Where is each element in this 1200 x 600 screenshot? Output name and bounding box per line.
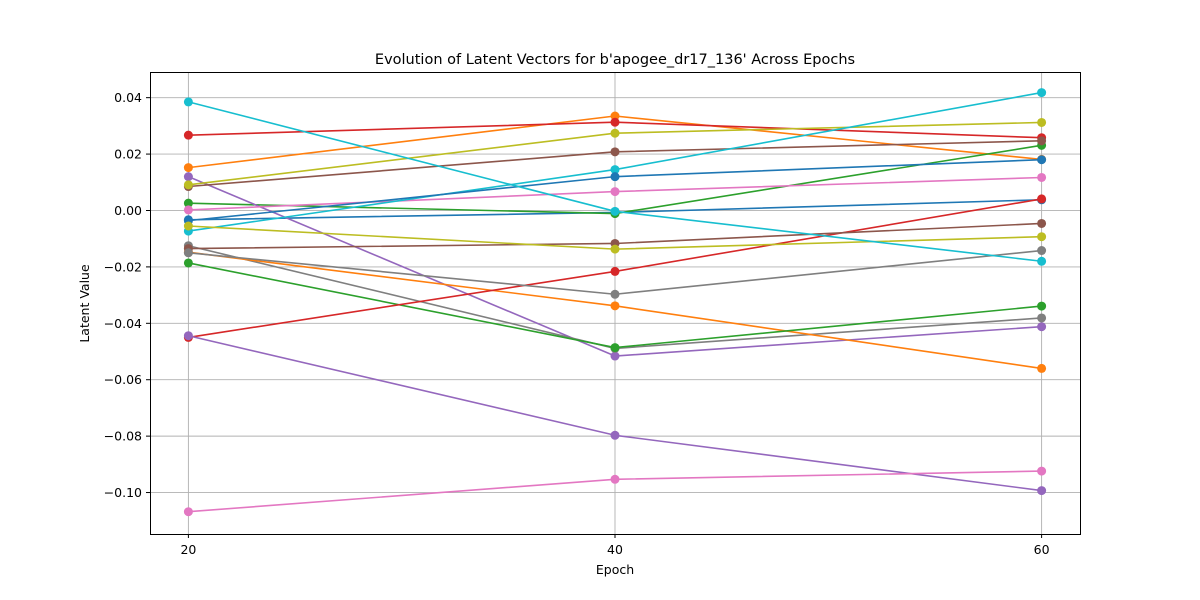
y-tick-label: −0.06	[104, 372, 142, 387]
data-point	[1037, 301, 1047, 311]
data-point	[1037, 155, 1047, 165]
series-6	[183, 136, 1047, 192]
data-point	[1037, 88, 1047, 98]
y-tick-label: 0.00	[114, 203, 142, 218]
y-tick-label: 0.04	[114, 90, 142, 105]
data-point	[1037, 172, 1047, 182]
data-point	[1037, 117, 1047, 127]
series-5	[183, 172, 1047, 361]
y-tick-label: −0.10	[104, 485, 142, 500]
x-axis-label: Epoch	[596, 562, 634, 577]
data-point	[183, 198, 193, 208]
data-point	[183, 205, 193, 215]
series-7	[183, 172, 1047, 215]
data-point	[610, 187, 620, 197]
data-point	[183, 507, 193, 517]
data-point	[610, 244, 620, 254]
series-18	[183, 246, 1047, 299]
data-point	[183, 163, 193, 173]
x-tick-label: 40	[607, 542, 623, 557]
data-point	[610, 430, 620, 440]
data-point	[610, 351, 620, 361]
data-point	[183, 130, 193, 140]
series-10	[183, 88, 1047, 236]
data-point	[183, 258, 193, 268]
series-13	[183, 258, 1047, 353]
data-point	[1037, 256, 1047, 266]
data-point	[1037, 486, 1047, 496]
series-19	[183, 221, 1047, 254]
series-lines	[183, 88, 1047, 517]
data-point	[183, 97, 193, 107]
data-point	[1037, 218, 1047, 228]
y-tick-label: −0.04	[104, 316, 142, 331]
chart-title: Evolution of Latent Vectors for b'apogee…	[375, 52, 855, 68]
data-point	[1037, 322, 1047, 332]
x-tick-label: 60	[1034, 542, 1050, 557]
data-point	[1037, 313, 1047, 323]
data-point	[610, 343, 620, 353]
series-17	[183, 466, 1047, 517]
series-20	[183, 97, 1047, 266]
data-point	[610, 289, 620, 299]
data-point	[610, 474, 620, 484]
data-point	[1037, 466, 1047, 476]
y-tick-label: 0.02	[114, 147, 142, 162]
x-tick-label: 20	[180, 542, 196, 557]
y-axis-label: Latent Value	[77, 264, 92, 343]
data-point	[610, 301, 620, 311]
data-point	[183, 248, 193, 258]
data-point	[183, 221, 193, 231]
y-tick-label: −0.02	[104, 259, 142, 274]
data-point	[610, 117, 620, 127]
data-point	[610, 266, 620, 276]
data-point	[610, 206, 620, 216]
data-point	[1037, 246, 1047, 256]
data-point	[610, 147, 620, 157]
data-point	[1037, 194, 1047, 204]
data-point	[610, 165, 620, 175]
series-15	[183, 331, 1047, 496]
y-tick-label: −0.08	[104, 429, 142, 444]
series-9	[183, 117, 1047, 190]
data-point	[1037, 363, 1047, 373]
data-point	[610, 128, 620, 138]
data-point	[1037, 232, 1047, 242]
axes: 20 40 60 0.04 0.02 0.00 −0.02 −0.04 −0.06 −0.08 −0…	[104, 90, 1050, 557]
data-point	[610, 111, 620, 121]
data-point	[183, 172, 193, 182]
data-point	[183, 180, 193, 190]
data-point	[610, 172, 620, 182]
data-point	[1037, 136, 1047, 146]
data-point	[183, 331, 193, 341]
